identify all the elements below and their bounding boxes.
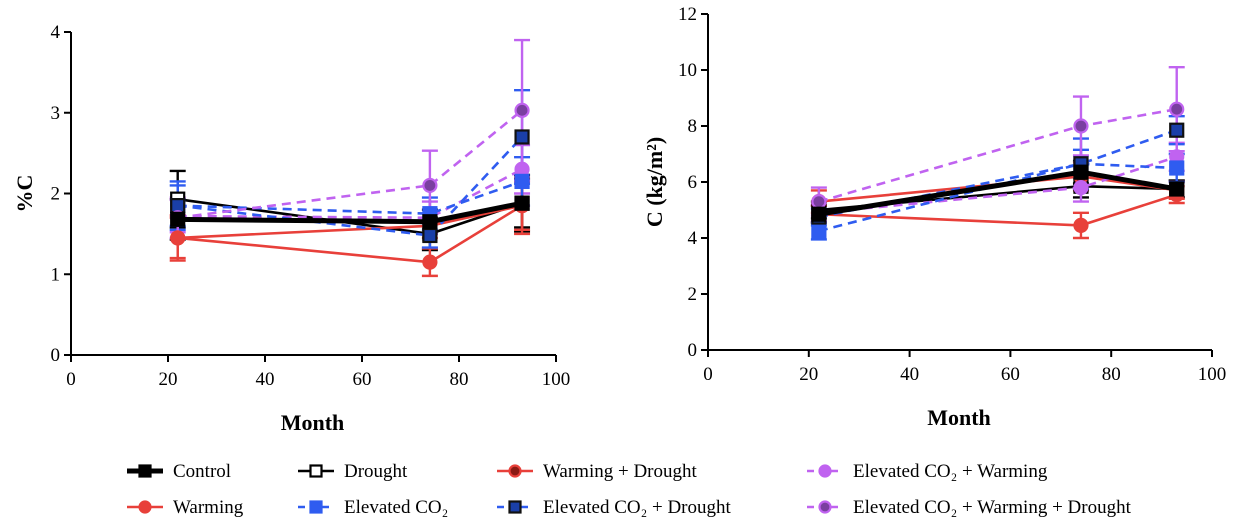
chart1-x-tick-label: 0 <box>66 369 76 390</box>
legend-item-eco2_drought: Elevated CO₂ + Drought <box>497 497 731 518</box>
chart2-y-tick-label: 0 <box>688 340 698 361</box>
legend-marker <box>138 500 152 514</box>
chart2: 0 20 40 60 80 100 0 2 4 6 8 10 12 Month C (kg/m²) <box>642 4 1226 430</box>
chart1-eco2_warm-line <box>177 168 523 220</box>
chart2-warming-line <box>818 193 1178 227</box>
chart1: 0 20 40 60 80 100 0 1 2 3 4 Month %C <box>12 22 570 435</box>
chart2-eco2-point <box>1169 160 1185 176</box>
chart1-eco2_warm_drought-line <box>177 109 523 220</box>
chart1-eco2_warm_drought-point <box>514 102 530 118</box>
chart2-y-axis-title: C (kg/m²) <box>642 137 667 227</box>
chart2-y-tick-label: 8 <box>688 116 698 137</box>
chart2-x-tick-label: 40 <box>900 364 919 385</box>
legend-label: Warming <box>173 497 244 518</box>
legend-marker <box>138 464 152 478</box>
chart1-y-tick-label: 0 <box>51 345 61 366</box>
legend-marker <box>818 464 832 478</box>
legend-marker <box>309 464 323 478</box>
chart2-x-tick-label: 80 <box>1102 364 1121 385</box>
chart1-y-tick-label: 3 <box>51 103 61 124</box>
legend-label: Drought <box>344 461 408 482</box>
legend-item-eco2_warm: Elevated CO₂ + Warming <box>807 461 1048 482</box>
legend: Control Drought Warming + Drought Elevated … <box>127 461 1132 518</box>
chart1-x-tick-label: 40 <box>256 369 275 390</box>
chart1-y-axis-title: %C <box>12 175 37 213</box>
chart2-eco2_warm_drought-point <box>1073 118 1089 134</box>
chart1-eco2-point <box>514 173 530 189</box>
legend-label: Elevated CO₂ + Drought <box>543 497 731 518</box>
legend-label: Elevated CO₂ <box>344 497 448 518</box>
chart1-eco2_drought-point <box>514 129 530 145</box>
chart1-y-tick-label: 4 <box>51 22 61 43</box>
chart1-x-axis-title: Month <box>281 410 345 435</box>
chart1-control-point <box>170 211 186 227</box>
chart2-y-tick-label: 4 <box>688 228 698 249</box>
chart2-eco2_warm-point <box>1073 180 1089 196</box>
legend-item-control: Control <box>127 461 231 482</box>
chart2-x-tick-label: 100 <box>1198 364 1227 385</box>
legend-marker <box>309 500 323 514</box>
chart2-y-tick-label: 10 <box>678 60 697 81</box>
chart1-x-tick-label: 60 <box>353 369 372 390</box>
chart1-warming-point <box>422 254 438 270</box>
chart2-control-point <box>811 206 827 222</box>
chart2-y-tick-label: 6 <box>688 172 698 193</box>
legend-marker <box>508 500 522 514</box>
legend-label: Warming + Drought <box>543 461 697 482</box>
chart2-control-point <box>1169 181 1185 197</box>
legend-label: Elevated CO₂ + Warming <box>853 461 1048 482</box>
legend-marker <box>508 464 522 478</box>
legend-label: Elevated CO₂ + Warming + Drought <box>853 497 1132 518</box>
chart2-eco2_warm_drought-point <box>811 194 827 210</box>
chart1-x-tick-label: 80 <box>450 369 469 390</box>
chart1-eco2_drought-point <box>422 227 438 244</box>
chart2-eco2_drought-point <box>1169 122 1185 138</box>
legend-item-drought: Drought <box>298 461 408 482</box>
chart1-x-tick-label: 20 <box>159 369 178 390</box>
chart1-y-tick-label: 2 <box>51 184 61 205</box>
chart2-x-tick-label: 0 <box>703 364 713 385</box>
legend-item-eco2: Elevated CO₂ <box>298 497 448 518</box>
legend-label: Control <box>173 461 231 482</box>
chart1-eco2-line <box>177 180 523 215</box>
chart2-x-axis-title: Month <box>927 405 991 430</box>
chart2-x-tick-label: 60 <box>1001 364 1020 385</box>
legend-item-warm_drought: Warming + Drought <box>497 461 697 482</box>
chart2-eco2_warm_drought-point <box>1169 101 1185 117</box>
chart2-eco2_drought-line <box>818 128 1178 219</box>
legend-item-warming: Warming <box>127 497 244 518</box>
legend-item-eco2_warm_drought: Elevated CO₂ + Warming + Drought <box>807 497 1132 518</box>
chart2-eco2-point <box>811 223 827 239</box>
chart1-control-point <box>514 195 530 211</box>
chart2-x-tick-label: 20 <box>799 364 818 385</box>
chart2-y-tick-label: 12 <box>678 4 697 25</box>
chart1-eco2_warm_drought-point <box>422 177 438 194</box>
chart1-warming-point <box>170 230 186 246</box>
chart1-x-tick-label: 100 <box>542 369 571 390</box>
chart2-control-point <box>1073 164 1089 180</box>
legend-marker <box>818 500 832 514</box>
chart1-y-tick-label: 1 <box>51 264 61 285</box>
chart1-control-point <box>422 214 438 230</box>
chart2-y-tick-label: 2 <box>688 284 698 305</box>
chart2-warming-point <box>1073 217 1089 233</box>
